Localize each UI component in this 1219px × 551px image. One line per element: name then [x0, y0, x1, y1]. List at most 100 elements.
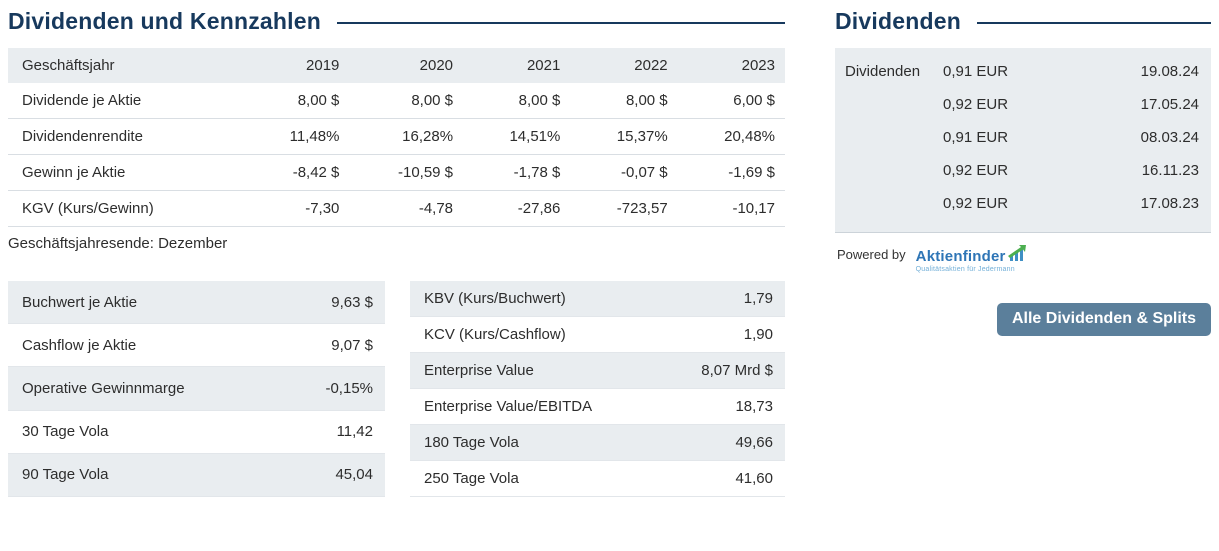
cell-value: 9,07 $ [331, 336, 373, 354]
fiscal-year-note: Geschäftsjahresende: Dezember [8, 235, 228, 252]
cell-value: -27,86 [517, 200, 561, 217]
powered-by: Powered by Aktienfinder Qualitätsaktien … [835, 244, 1211, 273]
table-row: 180 Tage Vola 49,66 [410, 424, 785, 461]
kennzahlen-title-rule [336, 22, 785, 24]
year-table-header-row: Geschäftsjahr 2019 2020 2021 2022 2023 [8, 48, 785, 83]
table-row: Enterprise Value/EBITDA 18,73 [410, 389, 785, 425]
table-row: Dividendenrendite 11,48% 16,28% 14,51% 1… [8, 119, 785, 155]
cell-value: 1,79 [743, 290, 773, 307]
table-row: 250 Tage Vola 41,60 [410, 461, 785, 497]
kennzahlen-section: Dividenden und Kennzahlen Geschäftsjahr … [8, 8, 785, 497]
row-label: 30 Tage Vola [22, 423, 109, 441]
aktienfinder-brand-name: Aktienfinder [915, 248, 1006, 265]
table-row: KCV (Kurs/Cashflow) 1,90 [410, 317, 785, 353]
dividend-date: 17.05.24 [1140, 96, 1199, 113]
cell-value: 15,37% [616, 128, 668, 145]
row-label: Operative Gewinnmarge [22, 379, 185, 397]
year-header-2019: 2019 [306, 57, 340, 74]
kennzahlen-header: Dividenden und Kennzahlen [8, 8, 785, 35]
cell-value: 16,28% [402, 128, 454, 145]
row-label: Dividendenrendite [22, 128, 143, 145]
table-row: 30 Tage Vola 11,42 [8, 410, 385, 454]
kpi-table-right: KBV (Kurs/Buchwert) 1,79 KCV (Kurs/Cashf… [410, 281, 785, 497]
cell-value: -4,78 [418, 200, 454, 217]
powered-by-label: Powered by [837, 247, 906, 262]
row-label: Cashflow je Aktie [22, 336, 137, 354]
cell-value: 8,07 Mrd $ [701, 362, 773, 379]
dividends-label: Dividenden [845, 63, 921, 80]
kennzahlen-title: Dividenden und Kennzahlen [8, 8, 321, 34]
kpi-tables: Buchwert je Aktie 9,63 $ Cashflow je Akt… [8, 281, 785, 497]
list-item: Dividenden 0,91 EUR 19.08.24 [845, 55, 1199, 88]
table-row: Dividende je Aktie 8,00 $ 8,00 $ 8,00 $ … [8, 83, 785, 119]
chart-arrow-icon [1007, 245, 1027, 266]
dividend-date: 08.03.24 [1140, 129, 1199, 146]
list-item: 0,92 EUR 16.11.23 [845, 154, 1199, 187]
table-row: Enterprise Value 8,07 Mrd $ [410, 352, 785, 389]
list-item: 0,92 EUR 17.05.24 [845, 88, 1199, 121]
table-row: KGV (Kurs/Gewinn) -7,30 -4,78 -27,86 -72… [8, 191, 785, 227]
cell-value: -8,42 $ [292, 164, 340, 181]
row-label: Dividende je Aktie [22, 92, 142, 109]
table-row: Operative Gewinnmarge -0,15% [8, 366, 385, 411]
year-header-2021: 2021 [526, 57, 561, 74]
year-header-2020: 2020 [419, 57, 454, 74]
aktienfinder-tagline: Qualitätsaktien für Jedermann [915, 266, 1015, 273]
kpi-table-left: Buchwert je Aktie 9,63 $ Cashflow je Akt… [8, 281, 385, 497]
cell-value: -10,17 [732, 200, 775, 217]
cell-value: 8,00 $ [518, 92, 561, 109]
row-label: KCV (Kurs/Cashflow) [424, 326, 566, 343]
cell-value: 11,48% [289, 128, 340, 145]
dividenden-title: Dividenden [835, 8, 961, 34]
row-label: KBV (Kurs/Buchwert) [424, 290, 566, 307]
year-table-header-label: Geschäftsjahr [22, 57, 115, 74]
cell-value: 8,00 $ [411, 92, 454, 109]
dividend-amount: 0,91 EUR [943, 63, 1009, 80]
cell-value: -0,07 $ [620, 164, 668, 181]
page: Dividenden und Kennzahlen Geschäftsjahr … [8, 8, 1211, 497]
button-row: Alle Dividenden & Splits [835, 303, 1211, 336]
cell-value: 45,04 [335, 466, 373, 484]
cell-value: 8,00 $ [625, 92, 668, 109]
year-header-2023: 2023 [741, 57, 775, 74]
cell-value: 14,51% [509, 128, 561, 145]
cell-value: 18,73 [735, 398, 773, 415]
dividends-list: Dividenden 0,91 EUR 19.08.24 0,92 EUR 17… [835, 48, 1211, 233]
cell-value: -10,59 $ [397, 164, 454, 181]
kennzahlen-year-table: Geschäftsjahr 2019 2020 2021 2022 2023 D… [8, 48, 785, 227]
cell-value: 1,90 [743, 326, 773, 343]
dividend-date: 17.08.23 [1140, 195, 1199, 212]
table-row: KBV (Kurs/Buchwert) 1,79 [410, 281, 785, 317]
cell-value: 6,00 $ [733, 92, 775, 109]
cell-value: -1,69 $ [728, 164, 775, 181]
table-row: 90 Tage Vola 45,04 [8, 453, 385, 497]
all-dividends-splits-button[interactable]: Alle Dividenden & Splits [996, 303, 1211, 336]
cell-value: -1,78 $ [513, 164, 561, 181]
cell-value: -0,15% [325, 379, 373, 397]
aktienfinder-logo[interactable]: Aktienfinder Qualitätsaktien für Jederma… [916, 244, 1027, 273]
cell-value: 11,42 [336, 423, 373, 441]
row-label: Enterprise Value/EBITDA [424, 398, 593, 415]
dividenden-section: Dividenden Dividenden 0,91 EUR 19.08.24 … [835, 8, 1211, 497]
dividend-amount: 0,92 EUR [943, 162, 1009, 179]
row-label: Gewinn je Aktie [22, 164, 126, 181]
cell-value: 9,63 $ [331, 293, 373, 311]
row-label: Enterprise Value [424, 362, 534, 379]
row-label: KGV (Kurs/Gewinn) [22, 200, 154, 217]
dividend-amount: 0,92 EUR [943, 96, 1009, 113]
dividend-date: 19.08.24 [1140, 63, 1199, 80]
table-row: Gewinn je Aktie -8,42 $ -10,59 $ -1,78 $… [8, 155, 785, 191]
row-label: Buchwert je Aktie [22, 293, 138, 311]
row-label: 90 Tage Vola [22, 466, 109, 484]
year-header-2022: 2022 [634, 57, 668, 74]
dividend-amount: 0,91 EUR [943, 129, 1009, 146]
list-item: 0,91 EUR 08.03.24 [845, 121, 1199, 154]
row-label: 250 Tage Vola [424, 470, 519, 487]
cell-value: -723,57 [616, 200, 668, 217]
cell-value: 41,60 [735, 470, 773, 487]
cell-value: 8,00 $ [297, 92, 340, 109]
table-row: Buchwert je Aktie 9,63 $ [8, 281, 385, 324]
row-label: 180 Tage Vola [424, 434, 519, 451]
dividend-date: 16.11.23 [1141, 162, 1199, 179]
dividenden-title-rule [976, 22, 1211, 24]
